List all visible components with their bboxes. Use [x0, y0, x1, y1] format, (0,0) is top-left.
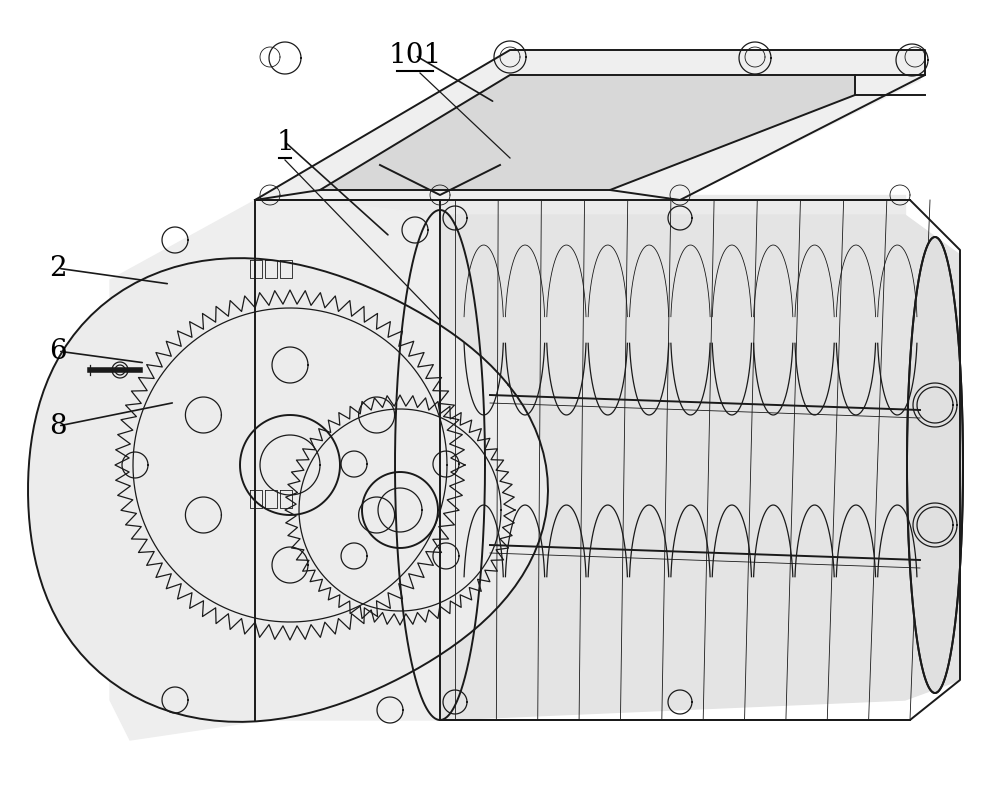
Polygon shape — [907, 237, 963, 693]
Text: 2: 2 — [49, 255, 67, 282]
Polygon shape — [28, 258, 548, 722]
Polygon shape — [440, 215, 960, 720]
Text: 101: 101 — [388, 42, 442, 69]
Polygon shape — [320, 75, 855, 190]
Polygon shape — [255, 50, 925, 200]
Text: 1: 1 — [276, 129, 294, 155]
Text: 8: 8 — [49, 413, 67, 439]
Text: 6: 6 — [49, 338, 67, 365]
Polygon shape — [907, 237, 963, 693]
Polygon shape — [265, 195, 905, 215]
Polygon shape — [265, 55, 920, 200]
Polygon shape — [110, 195, 440, 740]
